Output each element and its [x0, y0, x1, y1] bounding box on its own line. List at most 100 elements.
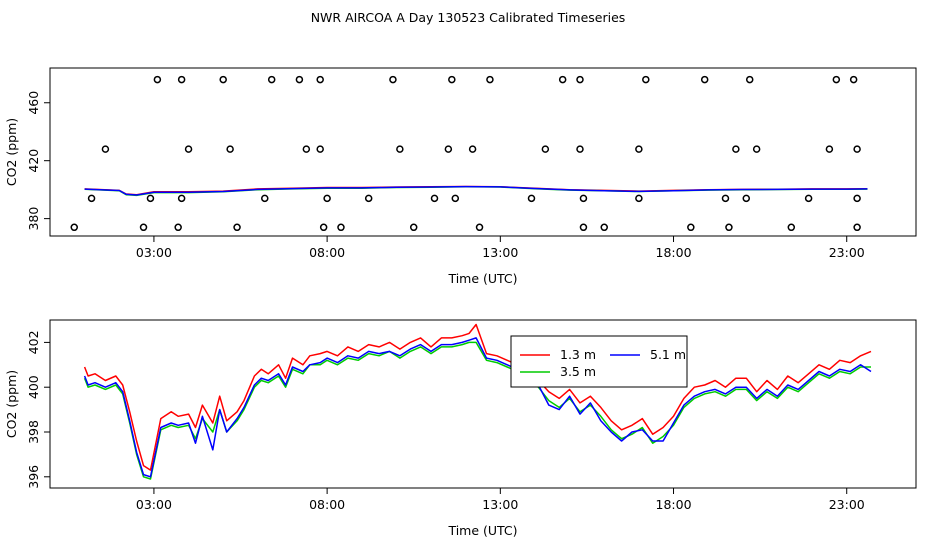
outlier-point [579, 194, 588, 203]
top-x-axis: 03:00 08:00 13:00 18:00 23:00 [136, 236, 865, 260]
outlier-point [849, 75, 858, 84]
outlier-point [853, 145, 861, 153]
top-x-tick-label: 03:00 [136, 245, 172, 260]
outlier-point [389, 75, 397, 84]
outlier-point [101, 145, 110, 153]
outlier-point [752, 145, 761, 153]
outlier-point [396, 145, 404, 153]
outlier-point [430, 194, 439, 203]
outlier-point [579, 223, 588, 232]
legend: 1.3 m 5.1 m 3.5 m [510, 335, 688, 388]
outlier-point [745, 75, 754, 84]
bottom-series-line-1-3-m [83, 323, 872, 471]
bottom-y-axis: 396 398 400 402 [26, 330, 50, 489]
outlier-point [721, 194, 730, 203]
outlier-point [153, 75, 162, 84]
outlier-point [177, 75, 186, 84]
bottom-x-tick-label: 13:00 [482, 497, 518, 512]
bottom-series-line-3-5-m [83, 341, 871, 480]
top-plot-frame [49, 67, 917, 237]
bottom-plot-marks [83, 323, 872, 480]
outlier-point [233, 223, 241, 232]
bottom-x-axis-label: Time (UTC) [447, 523, 517, 538]
outlier-point [139, 223, 148, 232]
outlier-point [302, 145, 311, 153]
top-series-line-5-1-m [84, 185, 868, 196]
bottom-panel: 03:00 08:00 13:00 18:00 23:00 396 398 400 402 T… [4, 319, 917, 538]
outlier-point [323, 194, 331, 203]
outlier-point [576, 75, 584, 84]
outlier-point [687, 223, 695, 232]
bottom-y-tick-label: 398 [26, 420, 41, 444]
outlier-point [787, 223, 796, 232]
legend-label-5-1m: 5.1 m [650, 347, 686, 362]
outlier-point [337, 223, 345, 232]
legend-box [510, 335, 688, 388]
bottom-x-tick-label: 08:00 [309, 497, 345, 512]
legend-label-3-5m: 3.5 m [560, 364, 596, 379]
top-y-axis: 380 420 460 [26, 91, 50, 231]
outlier-point [146, 194, 155, 203]
outlier-point [444, 145, 453, 153]
outlier-point [468, 145, 477, 153]
outlier-point [475, 223, 484, 232]
bottom-x-tick-label: 18:00 [656, 497, 692, 512]
bottom-series-line-5-1-m [83, 337, 872, 478]
outlier-point [316, 75, 324, 84]
top-y-tick-label: 460 [26, 91, 41, 115]
outlier-point [558, 75, 567, 84]
outlier-point [576, 145, 584, 153]
outlier-point [527, 194, 536, 203]
outlier-point [832, 75, 841, 84]
outlier-point [364, 194, 373, 203]
outlier-point [295, 75, 304, 84]
top-x-tick-label: 13:00 [482, 245, 518, 260]
outlier-point [725, 223, 733, 232]
outlier-point [448, 75, 456, 84]
figure-title: NWR AIRCOA A Day 130523 Calibrated Times… [311, 10, 626, 25]
outlier-point [486, 75, 494, 84]
bottom-y-axis-label: CO2 (ppm) [4, 370, 19, 438]
outlier-point [219, 75, 227, 84]
outlier-point [70, 223, 78, 232]
top-panel: 03:00 08:00 13:00 18:00 23:00 380 420 460 Time… [4, 67, 917, 286]
outlier-point [700, 75, 709, 84]
top-x-tick-label: 08:00 [309, 245, 345, 260]
bottom-y-tick-label: 400 [26, 375, 41, 399]
bottom-x-tick-label: 03:00 [136, 497, 172, 512]
outlier-point [177, 194, 186, 203]
outlier-point [174, 223, 182, 232]
bottom-x-tick-label: 23:00 [829, 497, 865, 512]
outlier-point [732, 145, 740, 153]
outlier-point [600, 223, 608, 232]
outlier-point [853, 194, 861, 203]
outlier-point [451, 194, 460, 203]
outlier-point [635, 145, 643, 153]
top-series-line-1-3-m [84, 185, 868, 196]
outlier-point [642, 75, 650, 84]
bottom-y-tick-label: 396 [26, 465, 41, 489]
top-x-tick-label: 23:00 [829, 245, 865, 260]
top-y-axis-label: CO2 (ppm) [4, 118, 19, 186]
top-y-tick-label: 380 [26, 207, 41, 231]
outlier-point [742, 194, 751, 203]
outlier-point [267, 75, 276, 84]
top-y-tick-label: 420 [26, 149, 41, 173]
top-x-axis-label: Time (UTC) [447, 271, 517, 286]
bottom-plot-frame [49, 319, 917, 489]
outlier-point [804, 194, 813, 203]
outlier-point [635, 194, 643, 203]
outlier-point [87, 194, 96, 203]
outlier-point [184, 145, 193, 153]
bottom-x-axis: 03:00 08:00 13:00 18:00 23:00 [136, 488, 865, 512]
top-plot-marks [70, 75, 868, 232]
top-x-tick-label: 18:00 [656, 245, 692, 260]
outlier-point [825, 145, 834, 153]
outlier-point [316, 145, 324, 153]
outlier-point [541, 145, 550, 153]
outlier-point [853, 223, 861, 232]
outlier-point [226, 145, 234, 153]
outlier-point [261, 194, 269, 203]
bottom-y-tick-label: 402 [26, 330, 41, 354]
